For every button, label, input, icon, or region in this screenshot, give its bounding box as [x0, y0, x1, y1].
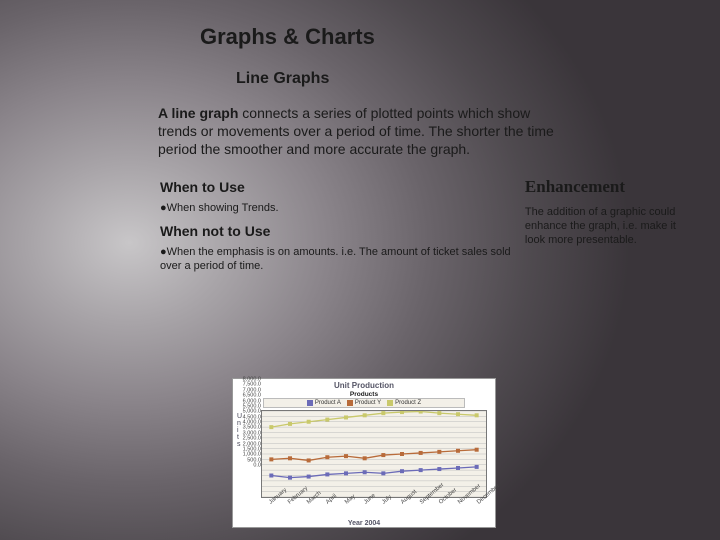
series-marker [288, 476, 292, 480]
series-marker [325, 418, 329, 422]
y-axis-title: Units [237, 413, 242, 448]
series-marker [419, 411, 423, 414]
series-marker [307, 420, 311, 424]
intro-lead: A line graph [158, 105, 238, 121]
chart-plot-area [261, 410, 487, 498]
series-marker [363, 413, 367, 417]
right-column: Enhancement The addition of a graphic co… [525, 173, 680, 282]
series-marker [456, 449, 460, 453]
when-to-use-bullet: ●When showing Trends. [160, 201, 525, 215]
series-marker [437, 411, 441, 415]
legend-swatch [387, 400, 393, 406]
series-marker [456, 466, 460, 470]
series-marker [475, 413, 479, 417]
series-marker [288, 456, 292, 460]
series-marker [475, 448, 479, 452]
series-marker [307, 475, 311, 479]
series-marker [363, 456, 367, 460]
legend-text: Product Y [355, 400, 381, 406]
series-marker [344, 415, 348, 419]
columns: When to Use ●When showing Trends. When n… [40, 173, 680, 282]
x-axis-title: Year 2004 [233, 520, 495, 527]
legend-swatch [307, 400, 313, 406]
series-marker [419, 468, 423, 472]
series-line [271, 467, 476, 478]
chart-svg [262, 411, 486, 497]
series-marker [363, 470, 367, 474]
series-marker [325, 472, 329, 476]
left-column: When to Use ●When showing Trends. When n… [160, 173, 525, 282]
series-marker [419, 451, 423, 455]
series-marker [344, 454, 348, 458]
intro-paragraph: A line graph connects a series of plotte… [158, 104, 570, 159]
page-title: Graphs & Charts [200, 24, 680, 50]
series-marker [437, 467, 441, 471]
series-marker [437, 450, 441, 454]
series-marker [400, 452, 404, 456]
series-line [271, 450, 476, 461]
legend-text: Product A [315, 400, 341, 406]
series-marker [269, 457, 273, 461]
series-marker [475, 465, 479, 469]
series-marker [381, 411, 385, 415]
enhancement-body: The addition of a graphic could enhance … [525, 205, 680, 248]
when-not-heading: When not to Use [160, 223, 525, 239]
line-chart: Unit Production ProductsProduct AProduct… [232, 378, 496, 528]
series-line [271, 412, 476, 428]
legend-item: Product Y [347, 400, 381, 406]
series-marker [400, 469, 404, 473]
series-marker [325, 455, 329, 459]
series-marker [288, 422, 292, 426]
chart-legend: Product A Product Y Product Z [263, 398, 465, 408]
legend-item: Product Z [387, 400, 421, 406]
series-marker [381, 453, 385, 457]
chart-title: Unit Production [233, 379, 495, 391]
series-marker [381, 471, 385, 475]
when-to-use-heading: When to Use [160, 179, 525, 195]
y-ticks: 8,000.07,500.07,000.06,500.06,000.05,500… [243, 379, 261, 467]
enhancement-heading: Enhancement [525, 177, 680, 197]
when-not-bullet: ●When the emphasis is on amounts. i.e. T… [160, 245, 525, 274]
legend-label: Products [233, 391, 495, 398]
series-marker [269, 474, 273, 478]
series-marker [344, 471, 348, 475]
legend-item: Product A [307, 400, 341, 406]
slide: Graphs & Charts Line Graphs A line graph… [0, 0, 720, 540]
series-marker [307, 458, 311, 462]
y-tick-label: 0.0 [253, 463, 261, 469]
series-marker [269, 425, 273, 429]
legend-swatch [347, 400, 353, 406]
series-marker [400, 411, 404, 414]
subtitle: Line Graphs [236, 70, 680, 88]
series-marker [456, 412, 460, 416]
legend-text: Product Z [395, 400, 421, 406]
